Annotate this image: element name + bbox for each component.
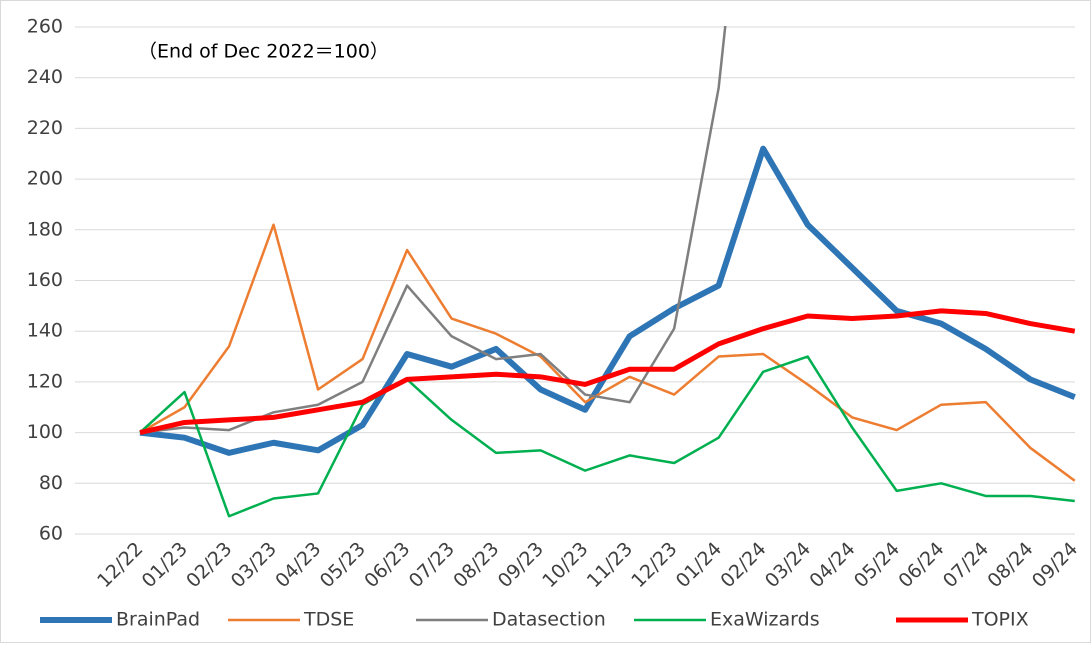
y-tick-label: 240 <box>27 66 63 88</box>
series-line <box>139 308 1076 436</box>
y-tick-label: 200 <box>27 168 63 190</box>
y-tick-label: 120 <box>27 370 63 392</box>
legend-label: TDSE <box>303 609 354 631</box>
legend-label: ExaWizards <box>710 609 820 631</box>
series-line <box>139 355 1075 518</box>
y-tick-label: 80 <box>39 472 63 494</box>
legend-label: TOPIX <box>971 609 1029 631</box>
y-tick-label: 260 <box>27 16 63 38</box>
series-line <box>139 145 1076 456</box>
y-tick-label: 60 <box>39 523 63 545</box>
y-tick-label: 160 <box>27 269 63 291</box>
series-line <box>139 223 1076 482</box>
y-tick-label: 140 <box>27 320 63 342</box>
annotation: （End of Dec 2022＝100） <box>138 41 389 63</box>
y-tick-label: 180 <box>27 218 63 240</box>
series-line <box>139 26 727 434</box>
y-tick-label: 100 <box>27 421 63 443</box>
legend-label: Datasection <box>492 609 606 631</box>
legend-label: BrainPad <box>116 609 200 631</box>
y-tick-label: 220 <box>27 117 63 139</box>
